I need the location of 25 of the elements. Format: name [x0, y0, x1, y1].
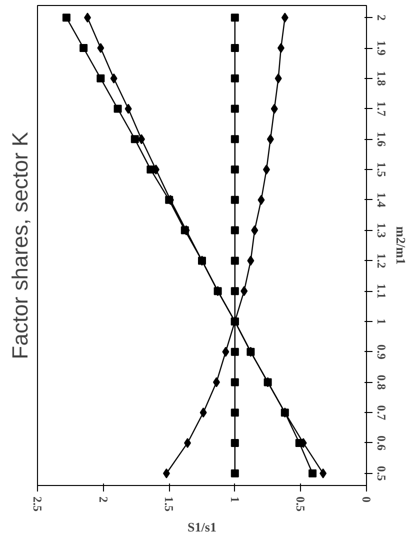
- text: Factor shares, sector K: [8, 131, 32, 360]
- x-tick-label: 2: [96, 496, 110, 502]
- y-tick-label: 1.4: [374, 192, 388, 208]
- y-tick-label: 0.5: [374, 466, 388, 481]
- x-tick-label: 1.5: [162, 496, 176, 512]
- y-tick-label: 0.9: [374, 344, 388, 360]
- y-tick-label: 0.7: [374, 405, 388, 420]
- x-tick-label: 2.5: [30, 496, 44, 512]
- y-tick-label: 1.5: [374, 162, 388, 178]
- y-axis-title: m2/m1: [394, 226, 408, 265]
- y-tick-label: 1.1: [374, 284, 388, 299]
- y-tick-label: 1.9: [374, 40, 388, 56]
- x-axis-title: S1/s1: [188, 520, 216, 534]
- y-tick-label: 0.8: [374, 374, 388, 390]
- y-tick-label: 1: [374, 318, 388, 324]
- y-tick-label: 0.6: [374, 435, 388, 450]
- x-tick-label: 0.5: [294, 496, 308, 512]
- y-tick-label: 2: [374, 14, 388, 21]
- y-tick-label: 1.2: [374, 253, 388, 268]
- y-tick-label: 1.3: [374, 222, 388, 238]
- x-tick-label: 0: [360, 496, 374, 502]
- y-tick-label: 1.8: [374, 70, 388, 86]
- x-tick-label: 1: [228, 496, 242, 502]
- y-tick-label: 1.6: [374, 132, 388, 147]
- y-tick-label: 1.7: [374, 101, 388, 116]
